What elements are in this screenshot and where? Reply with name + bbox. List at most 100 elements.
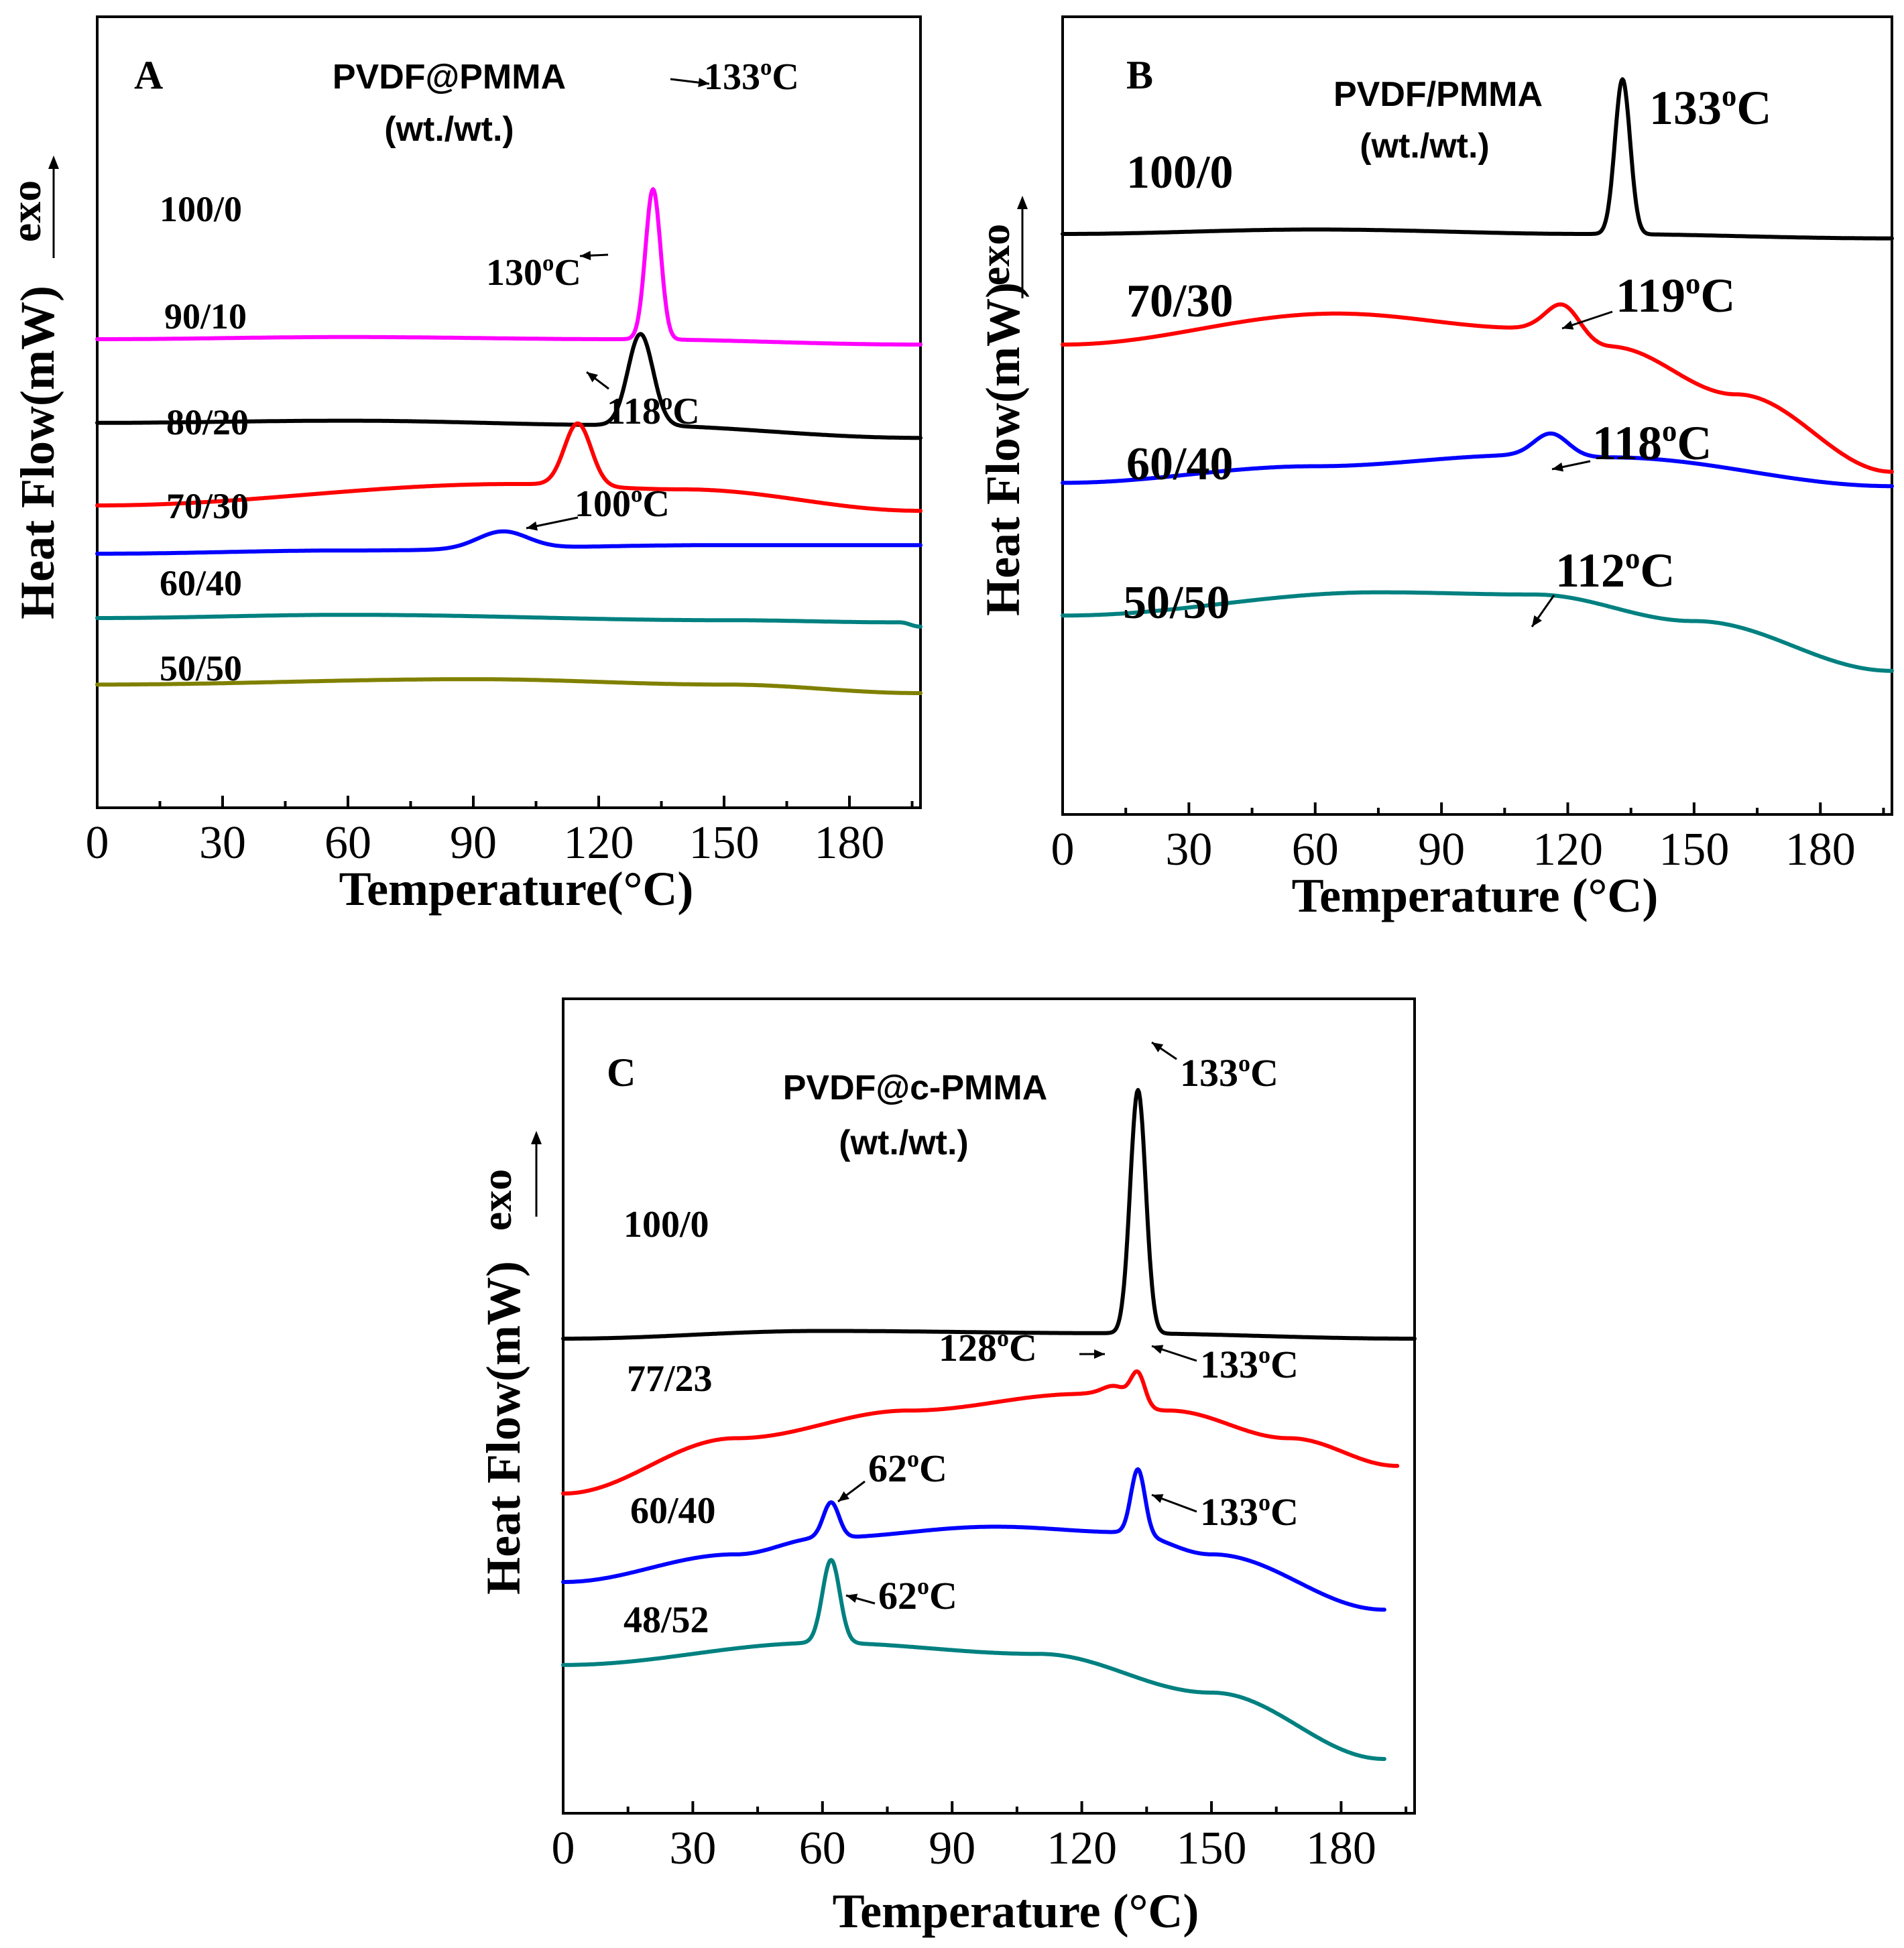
peak-annotation: 133oC <box>1200 1341 1299 1386</box>
series-label: 100/0 <box>1126 147 1233 198</box>
series-line-60-40 <box>561 1467 1386 1612</box>
panel-b-exo-label: exo <box>971 224 1018 286</box>
peak-degree-mark: o <box>907 1445 919 1472</box>
series-line-60-40 <box>1061 431 1894 489</box>
panel-b-letter: B <box>1126 53 1153 97</box>
peak-value: 62 <box>868 1447 907 1490</box>
x-tick-label: 150 <box>1177 1823 1247 1874</box>
x-tick-label: 180 <box>815 817 885 869</box>
series-label: 50/50 <box>1123 577 1230 629</box>
peak-unit: C <box>1640 544 1675 597</box>
series-line-100-0 <box>1061 77 1894 241</box>
peak-value: 128 <box>939 1326 997 1369</box>
panel-c-exo-arrow-head <box>531 1131 542 1144</box>
peak-unit: C <box>919 1447 947 1490</box>
x-tick-label: 60 <box>324 817 371 869</box>
panel-a-exo-label: exo <box>2 180 50 242</box>
panel-a-ylabel: Heat Flow(mW) <box>11 286 64 619</box>
peak-annotation: 112oC <box>1555 542 1675 597</box>
panel-a-series-labels: 100/0 90/10 80/20 70/30 60/40 50/50 <box>160 189 249 688</box>
panel-a-ticks: 0 30 60 90 120 150 180 <box>86 796 914 869</box>
peak-arrow-head <box>838 1491 849 1502</box>
x-tick-label: 150 <box>689 817 760 869</box>
series-line-90-10 <box>95 332 923 440</box>
peak-arrow-head <box>698 78 709 88</box>
peak-degree-mark: o <box>661 389 672 415</box>
series-line-50-50 <box>95 677 923 695</box>
x-tick-label: 0 <box>552 1823 575 1874</box>
series-line-70-30 <box>95 529 923 556</box>
panel-c-exo-label: exo <box>473 1169 520 1231</box>
panel-b-ylabel: Heat Flow(mW) <box>976 282 1030 616</box>
peak-value: 133 <box>1180 1051 1238 1095</box>
panel-c-ylabel: Heat Flow(mW) <box>477 1261 530 1595</box>
series-line-60-40 <box>95 613 923 629</box>
panel-a-frame <box>96 15 922 809</box>
panel-b-curves <box>1061 77 1894 673</box>
panel-a-letter: A <box>134 53 163 97</box>
peak-value: 100 <box>575 483 631 525</box>
peak-unit: C <box>672 391 699 432</box>
peak-degree-mark: o <box>760 54 772 80</box>
series-line-70-30 <box>1061 302 1894 474</box>
peak-arrow-head <box>1094 1349 1105 1359</box>
peak-degree-mark: o <box>1662 414 1677 448</box>
peak-unit: C <box>1250 1051 1278 1095</box>
x-tick-label: 150 <box>1659 824 1729 875</box>
peak-arrow-head <box>587 372 598 383</box>
series-line-50-50 <box>1061 590 1894 673</box>
panel-b-title: PVDF/PMMA <box>1333 75 1543 114</box>
panel-b: B PVDF/PMMA (wt./wt.) 0 30 60 90 120 150 180 1… <box>971 15 1894 922</box>
peak-unit: C <box>1270 1343 1299 1386</box>
series-label: 50/50 <box>160 648 242 688</box>
panel-b-exo-arrow-head <box>1017 196 1028 209</box>
peak-arrow-head <box>1562 320 1574 330</box>
peak-unit: C <box>1677 416 1712 470</box>
peak-arrow-head <box>846 1593 858 1603</box>
x-tick-label: 120 <box>1047 1823 1117 1874</box>
x-tick-label: 30 <box>1165 824 1212 875</box>
peak-degree-mark: o <box>1258 1341 1270 1368</box>
series-label: 70/30 <box>1126 276 1233 327</box>
x-tick-label: 90 <box>929 1823 975 1874</box>
x-tick-label: 120 <box>1533 824 1603 875</box>
peak-arrow-head <box>1152 1345 1164 1354</box>
panel-b-subtitle: (wt./wt.) <box>1360 127 1490 166</box>
panel-b-series-labels: 100/0 70/30 60/40 50/50 <box>1123 147 1233 629</box>
x-tick-label: 120 <box>564 817 634 869</box>
series-label: 100/0 <box>623 1204 709 1245</box>
peak-degree-mark: o <box>1722 79 1736 113</box>
peak-arrow-head <box>1532 615 1542 627</box>
peak-annotation: 100oC <box>575 481 670 525</box>
x-tick-label: 30 <box>669 1823 716 1874</box>
panel-a: A PVDF@PMMA (wt./wt.) 0 30 60 90 120 150 180 1… <box>2 15 923 916</box>
panel-c-frame <box>562 997 1416 1815</box>
x-tick-label: 90 <box>450 817 497 869</box>
series-label: 90/10 <box>164 296 247 337</box>
peak-value: 118 <box>607 391 661 432</box>
series-label: 77/23 <box>627 1358 713 1400</box>
peak-annotation: 130oC <box>486 250 581 294</box>
peak-unit: C <box>1009 1326 1037 1369</box>
panel-c-letter: C <box>607 1050 636 1095</box>
peak-annotation: 62oC <box>878 1573 957 1618</box>
series-line-100-0 <box>95 187 923 347</box>
peak-degree-mark: o <box>1625 542 1640 575</box>
peak-value: 133 <box>1200 1343 1258 1386</box>
panel-a-curves <box>95 187 923 695</box>
series-label: 48/52 <box>623 1599 709 1641</box>
series-label: 60/40 <box>1126 438 1233 490</box>
peak-degree-mark: o <box>1238 1050 1250 1077</box>
panel-c-title: PVDF@c-PMMA <box>783 1069 1048 1107</box>
peak-value: 118 <box>1592 416 1662 470</box>
series-label: 80/20 <box>166 402 249 442</box>
x-tick-label: 180 <box>1306 1823 1376 1874</box>
panel-b-frame <box>1061 15 1893 816</box>
series-label: 70/30 <box>166 486 249 526</box>
series-line-48-52 <box>561 1558 1386 1761</box>
peak-value: 119 <box>1616 269 1685 322</box>
peak-degree-mark: o <box>997 1325 1009 1351</box>
